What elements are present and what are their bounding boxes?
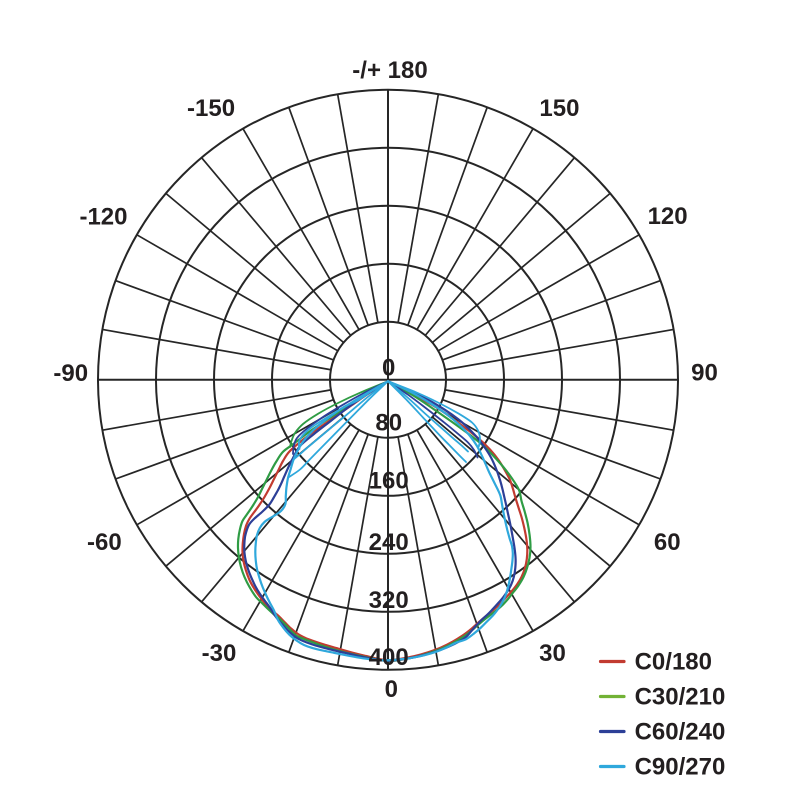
svg-text:120: 120	[648, 203, 688, 230]
svg-text:0: 0	[385, 676, 398, 703]
svg-text:400: 400	[369, 644, 409, 671]
svg-text:C30/210: C30/210	[635, 684, 726, 711]
svg-text:C90/270: C90/270	[635, 754, 726, 781]
svg-text:C0/180: C0/180	[635, 649, 712, 676]
svg-text:320: 320	[369, 587, 409, 614]
svg-text:160: 160	[369, 468, 409, 495]
svg-text:-60: -60	[87, 529, 122, 556]
svg-text:240: 240	[369, 529, 409, 556]
svg-text:30: 30	[539, 640, 566, 667]
svg-text:90: 90	[691, 360, 718, 387]
svg-text:-30: -30	[202, 640, 237, 667]
svg-text:-90: -90	[53, 360, 88, 387]
svg-text:60: 60	[654, 529, 681, 556]
svg-text:C60/240: C60/240	[635, 719, 726, 746]
svg-text:-150: -150	[187, 95, 235, 122]
svg-text:-120: -120	[79, 204, 127, 231]
svg-text:80: 80	[375, 410, 402, 437]
svg-text:-/+ 180: -/+ 180	[352, 57, 427, 84]
svg-text:150: 150	[539, 95, 579, 122]
svg-text:0: 0	[382, 355, 395, 382]
